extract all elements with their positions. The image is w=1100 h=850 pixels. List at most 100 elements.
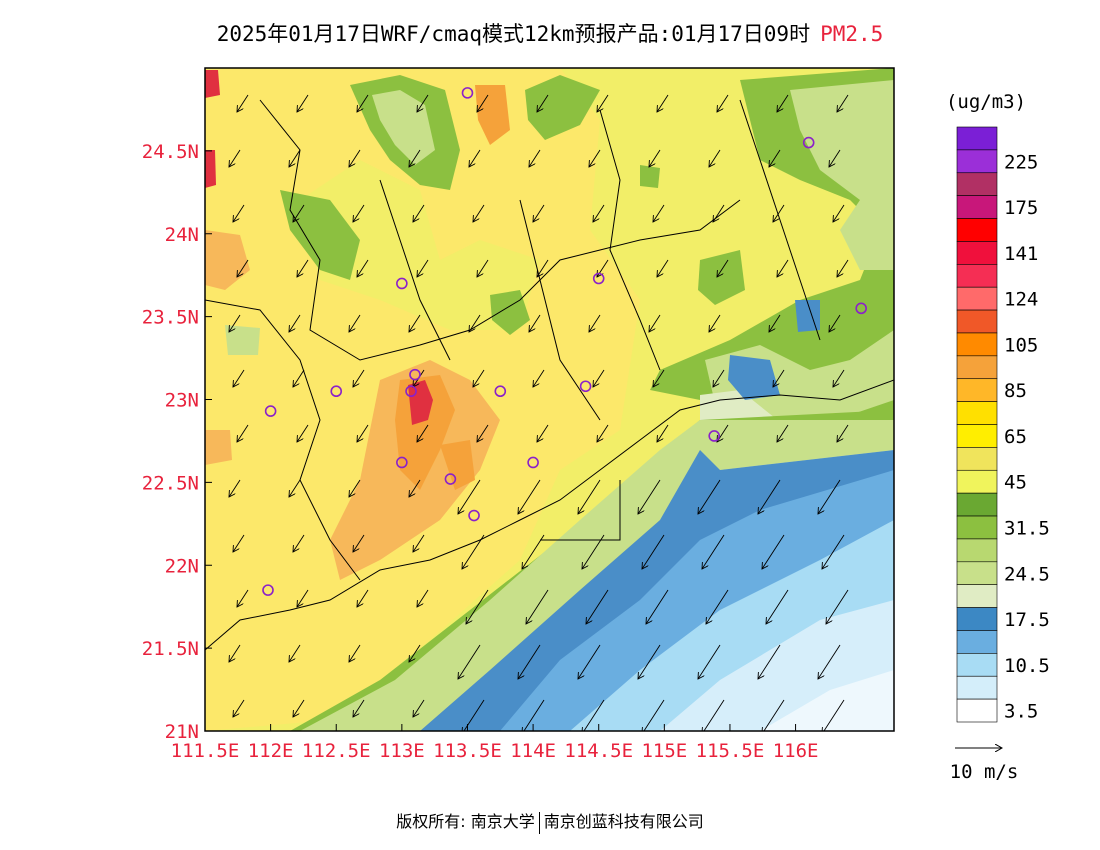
wind-arrow	[657, 259, 669, 277]
wind-arrow	[537, 424, 549, 442]
lat-tick-label: 23N	[165, 390, 199, 412]
wind-arrow	[537, 259, 549, 277]
legend-label: 31.5	[1004, 517, 1050, 539]
legend-swatch	[956, 584, 998, 608]
wind-arrow	[289, 479, 301, 497]
wind-arrow	[413, 534, 425, 552]
wind-arrow	[233, 369, 245, 387]
wind-arrow	[777, 94, 789, 112]
wind-arrow	[597, 424, 609, 442]
wind-arrow	[289, 149, 301, 167]
wind-arrow	[593, 204, 605, 222]
wind-arrow	[349, 644, 361, 662]
wind-arrow	[578, 644, 601, 679]
wind-arrow	[769, 314, 781, 332]
wind-arrow	[837, 424, 849, 442]
legend-swatch	[956, 172, 998, 196]
city-marker	[444, 473, 457, 485]
wind-arrow	[518, 479, 541, 514]
wind-arrow	[829, 314, 841, 332]
wind-vectors	[229, 94, 849, 731]
legend-swatch	[956, 264, 998, 288]
wind-arrow	[762, 699, 785, 731]
wind-arrow	[349, 314, 361, 332]
lat-tick-label: 24N	[165, 224, 199, 246]
legend-swatch	[956, 630, 998, 654]
wind-arrow	[353, 204, 365, 222]
footer-right: 南京创蓝科技有限公司	[543, 812, 704, 831]
legend-swatch	[956, 195, 998, 219]
wind-arrow	[237, 94, 249, 112]
lat-tick-label: 21.5N	[142, 638, 199, 660]
wind-arrow	[698, 644, 721, 679]
wind-arrow	[646, 589, 669, 624]
wind-arrow	[702, 534, 725, 569]
legend-colorbar: 225 175 141 124 105 85 65 45 31.5 24.5 17.5 10.5 3.5	[956, 126, 1050, 723]
legend-swatch	[956, 401, 998, 425]
wind-arrow	[642, 699, 665, 731]
legend-unit: (ug/m3)	[946, 91, 1026, 113]
wind-arrow	[526, 589, 549, 624]
legend-swatch	[956, 469, 998, 494]
wind-arrow	[293, 699, 305, 717]
city-marker	[409, 368, 421, 381]
wind-arrow	[597, 94, 609, 112]
copyright-footer: 版权所有: 南京大学 南京创蓝科技有限公司	[0, 808, 1100, 834]
legend-swatch	[956, 355, 998, 380]
legend-label: 65	[1004, 426, 1027, 448]
legend-label: 85	[1004, 380, 1027, 402]
wind-arrow	[458, 644, 481, 679]
wind-arrow	[233, 204, 245, 222]
footer-left: 版权所有: 南京大学	[396, 812, 535, 831]
wind-arrow	[769, 149, 781, 167]
legend-swatch	[956, 561, 998, 585]
wind-arrow	[758, 479, 781, 514]
wind-arrow	[469, 149, 481, 167]
wind-arrow	[818, 644, 841, 679]
wind-arrow	[473, 204, 485, 222]
wind-arrow	[777, 424, 789, 442]
wind-arrow	[458, 479, 481, 514]
wind-arrow	[357, 259, 369, 277]
wind-arrow	[522, 534, 545, 569]
wind-arrow	[586, 589, 609, 624]
lon-tick-label: 115.5E	[696, 740, 765, 762]
wind-arrow	[833, 204, 845, 222]
wind-arrow	[717, 259, 729, 277]
wind-arrow	[657, 424, 669, 442]
wind-arrow	[529, 149, 541, 167]
lon-tick-label: 114.5E	[564, 740, 633, 762]
legend-label: 3.5	[1004, 701, 1038, 723]
wind-arrow	[417, 589, 429, 607]
wind-arrow	[822, 534, 845, 569]
wind-reference-label: 10 m/s	[950, 761, 1019, 783]
lon-tick-label: 115E	[641, 740, 687, 762]
wind-arrow	[773, 204, 785, 222]
latitude-axis: 21N 21.5N 22N 22.5N 23N 23.5N 24N 24.5N	[142, 141, 212, 743]
city-marker	[396, 456, 408, 469]
wind-arrow	[417, 424, 429, 442]
wind-arrow	[477, 424, 489, 442]
wind-arrow	[357, 424, 369, 442]
wind-arrow	[649, 149, 661, 167]
longitude-axis: 111.5E 112E 112.5E 113E 113.5E 114E 114.5E 115E…	[171, 724, 818, 762]
wind-arrow	[229, 149, 241, 167]
wind-arrow	[353, 534, 365, 552]
legend-swatch	[956, 126, 998, 151]
title-text: 2025年01月17日WRF/cmaq模式12km预报产品:01月17日09时	[216, 22, 811, 46]
concentration-field	[205, 68, 894, 731]
wind-arrow	[469, 314, 481, 332]
wind-arrow	[237, 259, 249, 277]
variable-name: PM2.5	[820, 22, 884, 46]
wind-arrow	[233, 699, 245, 717]
wind-arrow	[589, 149, 601, 167]
city-marker	[855, 302, 867, 315]
wind-arrow	[353, 369, 365, 387]
wind-arrow	[353, 699, 365, 717]
wind-arrow	[529, 314, 541, 332]
wind-arrow	[229, 314, 241, 332]
city-marker	[802, 136, 815, 149]
wind-arrow	[593, 369, 605, 387]
wind-arrow	[466, 589, 489, 624]
footer-separator	[538, 811, 540, 834]
